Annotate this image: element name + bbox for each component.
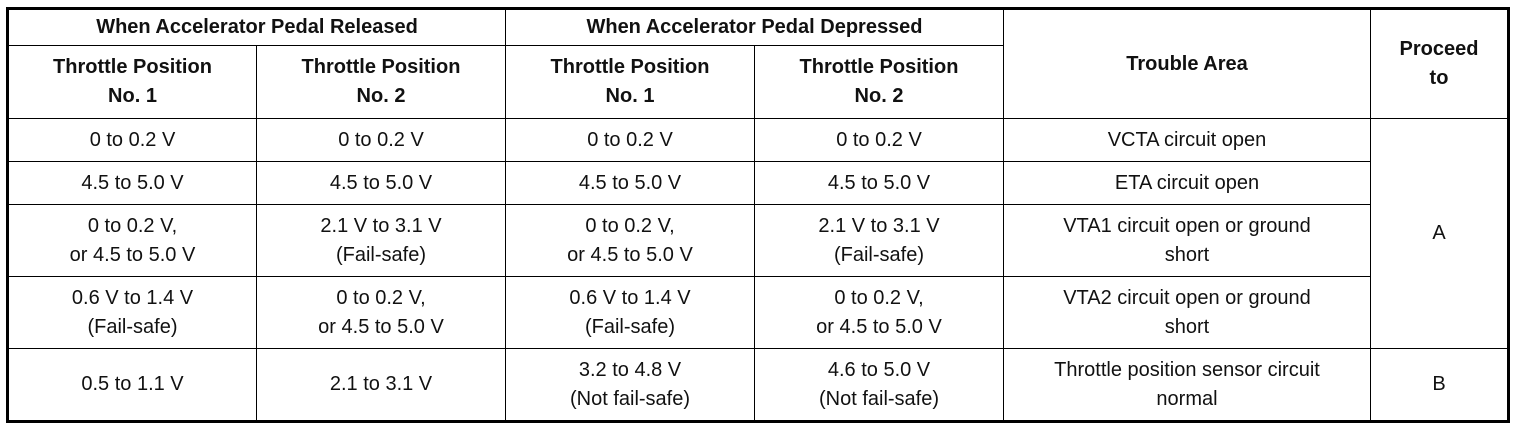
depressed-tp2-header: Throttle Position No. 2 (754, 45, 1004, 119)
released-tp2-cell: 0 to 0.2 V, or 4.5 to 5.0 V (256, 276, 506, 349)
proceed-to-b: B (1370, 348, 1509, 422)
released-tp1-cell: 0 to 0.2 V, or 4.5 to 5.0 V (7, 204, 257, 277)
released-tp1-header: Throttle Position No. 1 (7, 45, 257, 119)
depressed-tp2-cell: 2.1 V to 3.1 V (Fail-safe) (754, 204, 1004, 277)
depressed-tp2-cell: 0 to 0.2 V (754, 118, 1004, 162)
depressed-tp2-cell: 0 to 0.2 V, or 4.5 to 5.0 V (754, 276, 1004, 349)
released-tp2-cell: 2.1 to 3.1 V (256, 348, 506, 422)
released-tp2-cell: 0 to 0.2 V (256, 118, 506, 162)
released-tp2-header: Throttle Position No. 2 (256, 45, 506, 119)
trouble-area-cell: Throttle position sensor circuit normal (1003, 348, 1371, 422)
released-tp1-cell: 4.5 to 5.0 V (7, 161, 257, 205)
table-row: 0.6 V to 1.4 V (Fail-safe) 0 to 0.2 V, o… (7, 276, 1509, 349)
table-row: 0.5 to 1.1 V 2.1 to 3.1 V 3.2 to 4.8 V (… (7, 348, 1509, 422)
trouble-area-cell: VCTA circuit open (1003, 118, 1371, 162)
depressed-tp1-header: Throttle Position No. 1 (505, 45, 755, 119)
trouble-area-cell: VTA1 circuit open or ground short (1003, 204, 1371, 277)
released-tp2-cell: 2.1 V to 3.1 V (Fail-safe) (256, 204, 506, 277)
depressed-tp1-cell: 0.6 V to 1.4 V (Fail-safe) (505, 276, 755, 349)
depressed-tp1-cell: 3.2 to 4.8 V (Not fail-safe) (505, 348, 755, 422)
depressed-header: When Accelerator Pedal Depressed (505, 8, 1004, 46)
depressed-tp2-cell: 4.5 to 5.0 V (754, 161, 1004, 205)
diagnosis-table: When Accelerator Pedal Released When Acc… (6, 7, 1510, 423)
released-tp1-cell: 0.5 to 1.1 V (7, 348, 257, 422)
released-header: When Accelerator Pedal Released (7, 8, 506, 46)
trouble-area-cell: ETA circuit open (1003, 161, 1371, 205)
table-row: 0 to 0.2 V 0 to 0.2 V 0 to 0.2 V 0 to 0.… (7, 118, 1509, 349)
proceed-to-a: A (1370, 118, 1509, 349)
trouble-area-header: Trouble Area (1003, 8, 1371, 119)
table-row: 4.5 to 5.0 V 4.5 to 5.0 V 4.5 to 5.0 V 4… (7, 161, 1509, 205)
depressed-tp1-cell: 4.5 to 5.0 V (505, 161, 755, 205)
depressed-tp1-cell: 0 to 0.2 V, or 4.5 to 5.0 V (505, 204, 755, 277)
released-tp1-cell: 0.6 V to 1.4 V (Fail-safe) (7, 276, 257, 349)
depressed-tp2-cell: 4.6 to 5.0 V (Not fail-safe) (754, 348, 1004, 422)
trouble-area-cell: VTA2 circuit open or ground short (1003, 276, 1371, 349)
released-tp1-cell: 0 to 0.2 V (7, 118, 257, 162)
proceed-to-header: Proceed to (1370, 8, 1509, 119)
released-tp2-cell: 4.5 to 5.0 V (256, 161, 506, 205)
table-row: 0 to 0.2 V, or 4.5 to 5.0 V 2.1 V to 3.1… (7, 204, 1509, 277)
depressed-tp1-cell: 0 to 0.2 V (505, 118, 755, 162)
